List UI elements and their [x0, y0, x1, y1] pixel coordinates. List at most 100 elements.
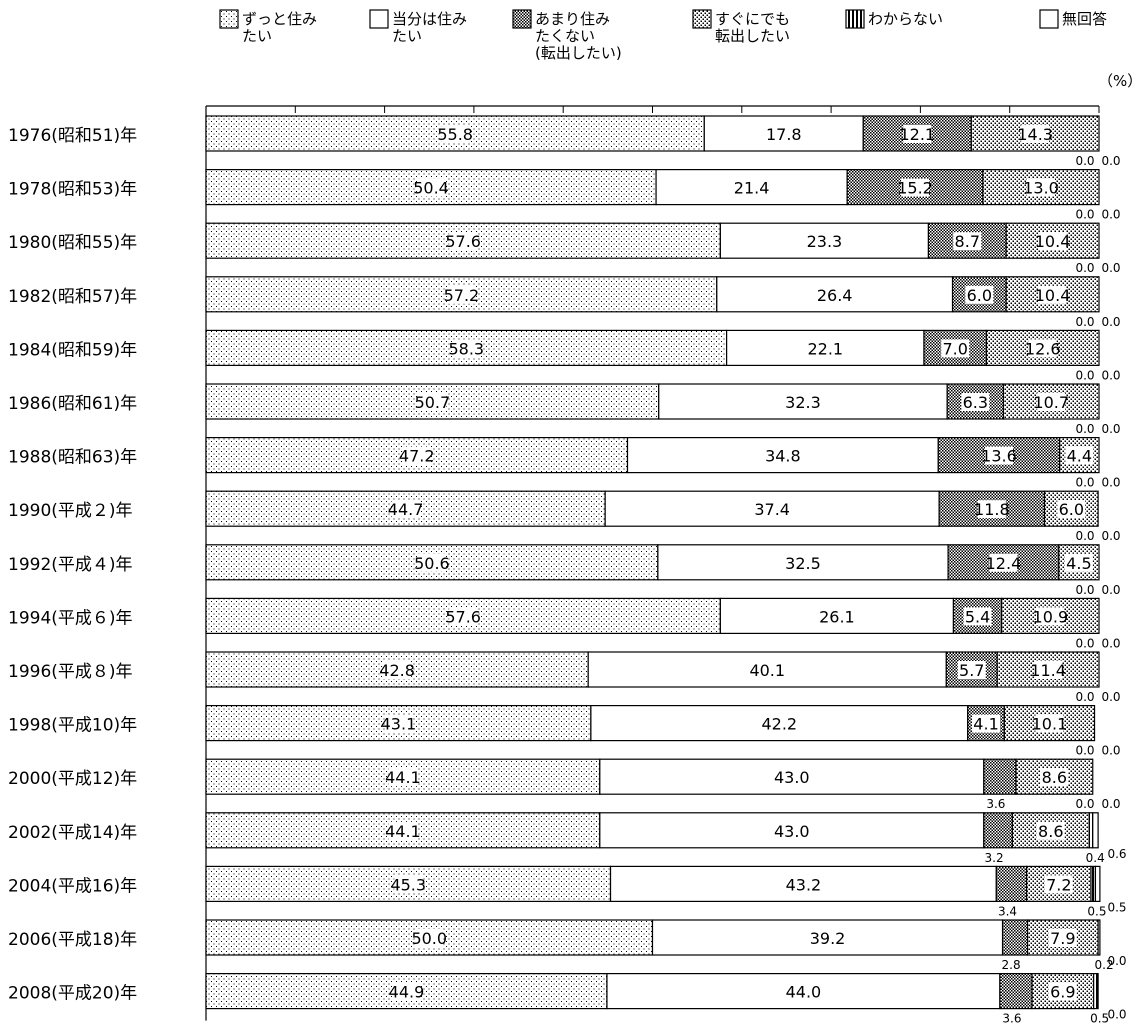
- data-label: 0.0: [1101, 529, 1120, 543]
- data-label: 0.0: [1075, 154, 1094, 168]
- bar-segment: [716, 276, 954, 313]
- data-label: 0.0: [1075, 744, 1094, 758]
- data-label: 23.3: [807, 232, 843, 251]
- data-label: 0.0: [1101, 422, 1120, 436]
- data-label: 0.0: [1101, 636, 1120, 650]
- data-label: 50.4: [413, 179, 449, 198]
- label-backdrop: [391, 500, 420, 519]
- data-label: 0.0: [1075, 422, 1094, 436]
- data-label: 34.8: [765, 447, 801, 466]
- bar-segment: [599, 812, 985, 849]
- bar-row: 1996(平成８)年 42.8 40.1 5.7 11.4 0.0 0.0: [8, 651, 1121, 704]
- data-label: 2.8: [1002, 958, 1021, 972]
- label-backdrop: [961, 393, 990, 411]
- data-label: 4.1: [973, 715, 998, 734]
- data-label: 7.2: [1046, 875, 1071, 894]
- bar-segment: [726, 329, 925, 366]
- data-label: 0.0: [1075, 583, 1094, 597]
- data-label: 44.1: [385, 822, 421, 841]
- category-label: 2000(平成12)年: [8, 769, 137, 789]
- label-backdrop: [903, 125, 932, 143]
- data-label: 11.4: [1030, 661, 1066, 680]
- data-label: 10.4: [1035, 286, 1071, 305]
- label-backdrop: [1028, 339, 1057, 358]
- bar-segment: [655, 169, 848, 206]
- data-label: 4.5: [1066, 554, 1091, 573]
- bar-row: 1976(昭和51)年 55.8 17.8 12.1 14.3 0.0 0.0: [8, 115, 1121, 168]
- data-label: 0.5: [1087, 904, 1106, 918]
- data-label: 0.0: [1075, 476, 1094, 490]
- label-backdrop: [384, 714, 413, 733]
- data-label: 44.7: [388, 500, 424, 519]
- label-backdrop: [984, 446, 1013, 465]
- category-label: 2004(平成16)年: [8, 876, 137, 896]
- label-backdrop: [963, 607, 992, 626]
- data-label: 0.6: [1107, 847, 1126, 861]
- data-label: 0.0: [1107, 1008, 1126, 1022]
- data-label: 0.0: [1101, 797, 1120, 811]
- label-backdrop: [1064, 553, 1093, 572]
- label-backdrop: [1037, 393, 1066, 411]
- label-backdrop: [1034, 661, 1063, 679]
- legend-label: たくない: [535, 27, 595, 45]
- legend-swatch: [512, 9, 532, 29]
- bar-row: 2002(平成14)年 44.1 43.0 3.2 8.6 0.4 0.6: [8, 812, 1127, 865]
- category-label: 2006(平成18)年: [8, 930, 137, 950]
- data-label: 12.6: [1025, 339, 1061, 358]
- data-label: 0.0: [1075, 261, 1094, 275]
- category-label: 1984(昭和59)年: [8, 340, 137, 360]
- data-label: 6.0: [1059, 500, 1084, 519]
- legend-swatch: [1039, 9, 1059, 29]
- data-label: 44.9: [389, 983, 425, 1002]
- label-backdrop: [383, 661, 412, 679]
- label-backdrop: [1048, 929, 1077, 947]
- bar-row: 1998(平成10)年 43.1 42.2 4.1 10.1 0.0 0.0: [8, 704, 1121, 758]
- data-label: 12.1: [899, 125, 935, 144]
- data-label: 6.3: [963, 393, 988, 412]
- data-label: 44.1: [385, 768, 421, 787]
- label-backdrop: [394, 875, 423, 894]
- legend-label: (転出したい): [535, 44, 622, 62]
- bar-row: 1986(昭和61)年 50.7 32.3 6.3 10.7 0.0 0.0: [8, 383, 1121, 436]
- category-label: 1980(昭和55)年: [8, 233, 137, 253]
- category-label: 1978(昭和53)年: [8, 180, 137, 200]
- data-label: 47.2: [399, 447, 435, 466]
- data-label: 7.0: [943, 339, 968, 358]
- bar-segment: [937, 437, 1061, 474]
- data-label: 10.4: [1035, 232, 1071, 251]
- data-label: 3.4: [998, 904, 1017, 918]
- bar-row: 1994(平成６)年 57.6 26.1 5.4 10.9 0.0 0.0: [8, 597, 1121, 650]
- label-backdrop: [1065, 446, 1094, 465]
- legend-swatch: [369, 9, 389, 29]
- bar-row: 1982(昭和57)年 57.2 26.4 6.0 10.4 0.0 0.0: [8, 276, 1121, 329]
- data-label: 40.1: [749, 661, 785, 680]
- bar-row: 1984(昭和59)年 58.3 22.1 7.0 12.6 0.0 0.0: [8, 329, 1121, 382]
- data-label: 15.2: [897, 179, 933, 198]
- data-label: 21.4: [734, 179, 770, 198]
- data-label: 50.0: [411, 929, 447, 948]
- bar-row: 2004(平成16)年 45.3 43.2 3.4 7.2 0.5 0.5: [8, 865, 1127, 918]
- bar-row: 2000(平成12)年 44.1 43.0 3.6 8.6 0.0 0.0: [8, 758, 1121, 811]
- label-backdrop: [901, 178, 930, 197]
- label-backdrop: [1038, 285, 1067, 304]
- data-label: 22.1: [807, 339, 843, 358]
- category-label: 1994(平成６)年: [8, 608, 133, 628]
- data-label: 0.2: [1095, 958, 1114, 972]
- legend-label: すぐにでも: [715, 10, 790, 28]
- data-label: 12.4: [986, 554, 1022, 573]
- data-label: 44.0: [786, 983, 822, 1002]
- data-label: 11.8: [974, 500, 1010, 519]
- data-label: 26.1: [819, 607, 855, 626]
- bar-segment: [1092, 812, 1099, 849]
- label-backdrop: [1035, 714, 1064, 733]
- category-label: 1976(昭和51)年: [8, 126, 137, 146]
- label-backdrop: [449, 232, 478, 251]
- data-label: 32.5: [785, 554, 821, 573]
- data-label: 0.0: [1075, 797, 1094, 811]
- bar-segment: [999, 972, 1033, 1010]
- bar-segment: [626, 437, 939, 474]
- legend-label: たい: [242, 27, 272, 45]
- data-label: 5.7: [959, 661, 984, 680]
- data-label: 0.0: [1075, 208, 1094, 222]
- label-backdrop: [1036, 607, 1065, 626]
